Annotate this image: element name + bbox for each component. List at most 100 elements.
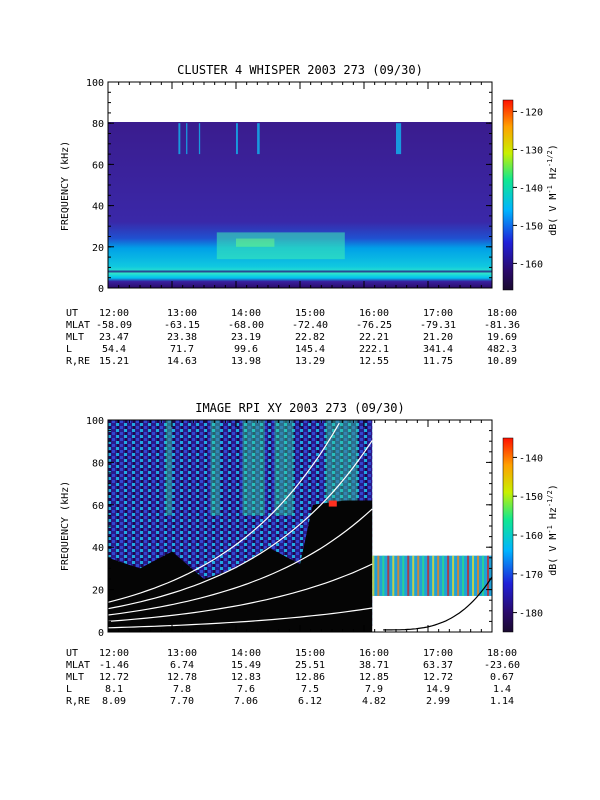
top-ytick-label: 40 — [92, 202, 104, 213]
bottom-ephemeris-label: MLAT — [66, 660, 90, 671]
top-ephemeris-value: 17:00 — [423, 308, 453, 319]
top-colorbar-ramp — [502, 99, 514, 291]
bottom-title: IMAGE RPI XY 2003 273 (09/30) — [195, 401, 405, 415]
bottom-colorbar-tick-label: -180 — [519, 609, 543, 620]
bottom-panel: IMAGE RPI XY 2003 273 (09/30) 0 20 40 60 80 1… — [60, 401, 559, 707]
top-ytick-label: 80 — [92, 119, 104, 130]
top-ephemeris-value: -58.09 — [96, 320, 132, 331]
bottom-red-echo — [328, 500, 337, 507]
top-ephemeris-value: 23.47 — [99, 332, 129, 343]
bottom-ephemeris-value: 2.99 — [426, 696, 450, 707]
bottom-late-band-stripe — [382, 555, 385, 596]
bottom-ephemeris-value: 7.06 — [234, 696, 258, 707]
bottom-ephemeris-value: 4.82 — [362, 696, 386, 707]
bottom-late-band-stripe — [467, 555, 470, 596]
top-title: CLUSTER 4 WHISPER 2003 273 (09/30) — [177, 63, 423, 77]
top-x-axis — [107, 82, 493, 288]
top-low-band — [108, 270, 492, 273]
top-ephemeris-value: 54.4 — [102, 344, 126, 355]
bottom-ytick-label: 60 — [92, 501, 104, 512]
bottom-ytick-label: 40 — [92, 543, 104, 554]
top-ephemeris-value: -68.00 — [228, 320, 264, 331]
top-ephemeris-value: -81.36 — [484, 320, 520, 331]
top-ephemeris-value: 15:00 — [295, 308, 325, 319]
bottom-colorbar: -140 -150 -160 -170 -180 dB( V M-1 Hz-1/2) — [502, 437, 559, 633]
bottom-emission-streak — [210, 420, 220, 516]
bottom-ephemeris-label: MLT — [66, 672, 84, 683]
bottom-late-band-stripe — [482, 555, 485, 596]
bottom-ephemeris-value: 14.9 — [426, 684, 450, 695]
bottom-spectrogram — [107, 420, 493, 632]
bottom-ephemeris-value: 63.37 — [423, 660, 453, 671]
top-ephemeris-label: L — [66, 344, 72, 355]
top-ephemeris-value: -63.15 — [164, 320, 200, 331]
bottom-ephemeris-value: 12.78 — [167, 672, 197, 683]
top-vertical-spike — [257, 123, 260, 155]
top-ephemeris-value: 23.38 — [167, 332, 197, 343]
bottom-y-axis-label: FREQUENCY (kHz) — [60, 481, 71, 571]
bottom-ytick-label: 100 — [86, 416, 104, 427]
bottom-emission-streak — [242, 420, 265, 516]
bottom-colorbar-tick-label: -160 — [519, 531, 543, 542]
top-ephemeris-value: 22.21 — [359, 332, 389, 343]
bottom-data-gap — [372, 420, 492, 632]
top-colorbar-ticks: -120 -130 -140 -150 -160 — [513, 107, 543, 270]
top-spec-background — [108, 122, 492, 288]
top-colorbar-tick-label: -120 — [519, 107, 543, 118]
top-colorbar-tick-label: -130 — [519, 145, 543, 156]
bottom-late-band-stripe — [477, 555, 480, 596]
top-ephemeris-value: 145.4 — [295, 344, 325, 355]
bottom-spec-features — [108, 420, 492, 632]
top-y-axis: 0 20 40 60 80 100 — [86, 78, 492, 295]
top-ytick-label: 60 — [92, 160, 104, 171]
bottom-late-band-stripe — [422, 555, 425, 596]
bottom-late-band-stripe — [487, 555, 490, 596]
bottom-late-band-stripe — [402, 555, 405, 596]
top-ytick-label: 20 — [92, 243, 104, 254]
bottom-late-band-stripe — [432, 555, 435, 596]
bottom-ephemeris-value: 18:00 — [487, 648, 517, 659]
top-ephemeris-value: 341.4 — [423, 344, 453, 355]
bottom-colorbar-tick-label: -150 — [519, 492, 543, 503]
top-ytick-label: 100 — [86, 78, 104, 89]
bottom-black-curve — [383, 576, 493, 631]
bottom-colorbar-label: dB( V M-1 Hz-1/2) — [546, 484, 559, 576]
bottom-late-band-stripe — [412, 555, 415, 596]
bottom-plasma-curve — [107, 422, 340, 603]
bottom-plasma-curve — [107, 563, 373, 622]
bottom-plasma-curve — [107, 607, 373, 629]
top-ephemeris-value: 12:00 — [99, 308, 129, 319]
bottom-late-band-stripe — [372, 555, 375, 596]
bottom-ephemeris-value: 12.85 — [359, 672, 389, 683]
bottom-ytick-label: 0 — [98, 628, 104, 639]
bottom-emission-streak — [274, 420, 294, 516]
bottom-plasma-curve — [107, 508, 373, 616]
top-ytick-label: 0 — [98, 284, 104, 295]
top-ephemeris-value: 19.69 — [487, 332, 517, 343]
bottom-ephemeris-label: L — [66, 684, 72, 695]
top-spectrogram — [108, 122, 492, 288]
bottom-y-axis: 0 20 40 60 80 100 — [86, 416, 492, 639]
top-colorbar-tick-label: -150 — [519, 221, 543, 232]
bottom-late-band-stripe — [437, 555, 440, 596]
bottom-ephemeris-value: 15:00 — [295, 648, 325, 659]
bottom-ephemeris-value: 13:00 — [167, 648, 197, 659]
bottom-colorbar-ticks: -140 -150 -160 -170 -180 — [513, 453, 543, 620]
top-ephemeris-value: 16:00 — [359, 308, 389, 319]
bottom-dark-region — [108, 500, 373, 632]
bottom-late-band-stripe — [452, 555, 455, 596]
bottom-ephemeris-label: UT — [66, 648, 78, 659]
bottom-ephemeris-value: 12.83 — [231, 672, 261, 683]
top-ephemeris-value: -76.25 — [356, 320, 392, 331]
top-ephemeris-value: 13:00 — [167, 308, 197, 319]
top-ephemeris-value: 14:00 — [231, 308, 261, 319]
top-ephemeris-value: 21.20 — [423, 332, 453, 343]
top-ephemeris-value: 22.82 — [295, 332, 325, 343]
top-ephemeris-value: 10.89 — [487, 356, 517, 367]
bottom-ephemeris-value: 12.86 — [295, 672, 325, 683]
bottom-ephemeris-value: 7.8 — [173, 684, 191, 695]
bottom-ephemeris-value: -1.46 — [99, 660, 129, 671]
top-ephemeris-value: 13.29 — [295, 356, 325, 367]
top-ephemeris-value: 71.7 — [170, 344, 194, 355]
